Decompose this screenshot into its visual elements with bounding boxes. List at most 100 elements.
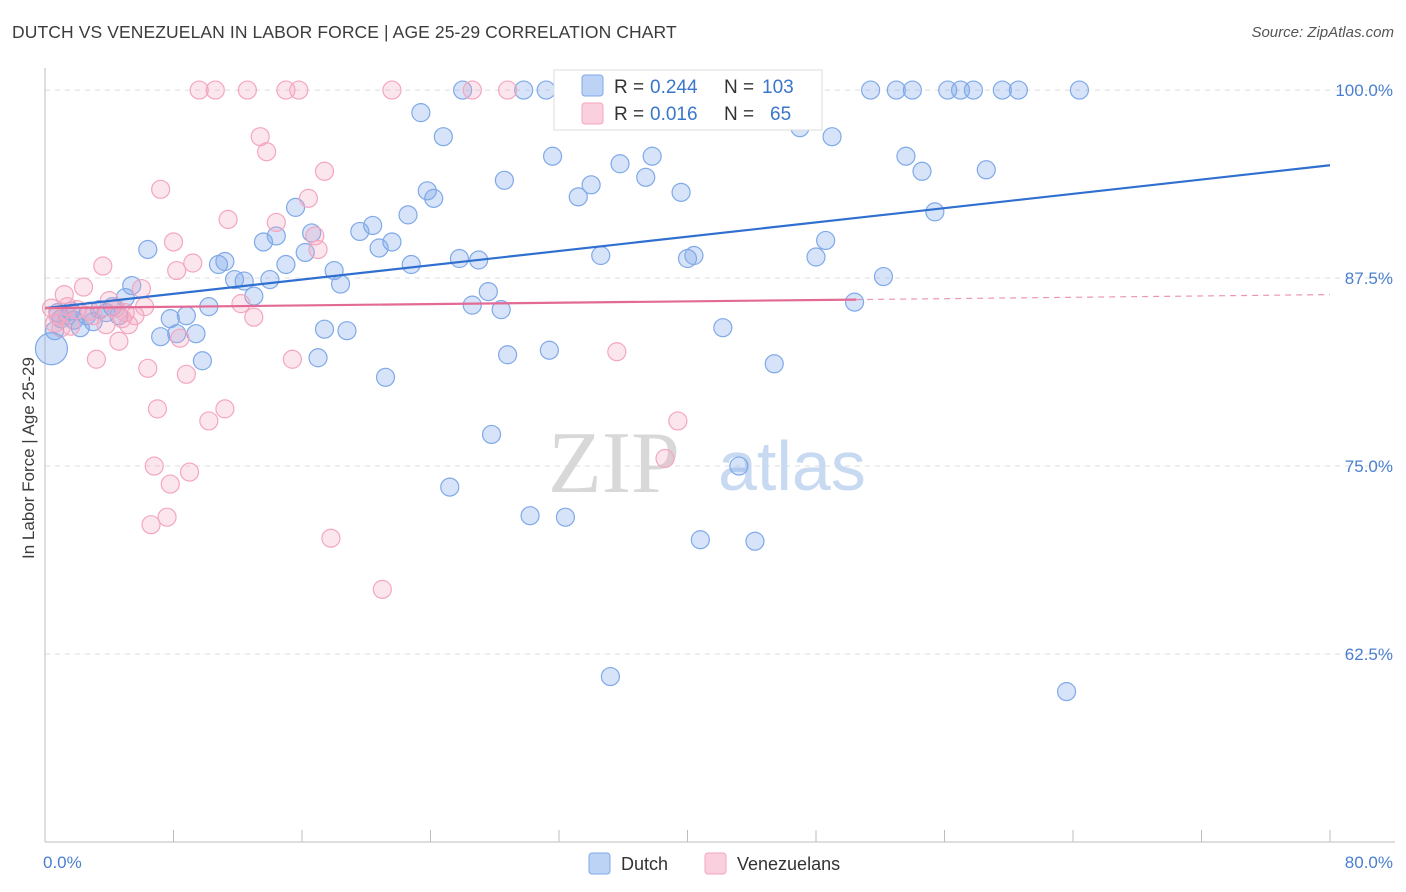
dutch-point-78 bbox=[713, 318, 733, 338]
dutch-point-34 bbox=[302, 223, 322, 243]
dutch-point-84 bbox=[806, 247, 826, 267]
venezuelan-point-42 bbox=[237, 80, 257, 100]
venezuelan-point-61 bbox=[668, 411, 688, 431]
venezuelan-point-43 bbox=[244, 307, 264, 327]
dutch-point-29 bbox=[260, 269, 280, 290]
dutch-point-98 bbox=[976, 160, 996, 180]
venezuelan-point-50 bbox=[298, 188, 319, 208]
legend-r-value-2: 0.016 bbox=[650, 104, 698, 125]
venezuelan-point-8 bbox=[73, 277, 94, 297]
venezuelan-point-4 bbox=[54, 285, 74, 305]
venezuelan-point-25 bbox=[144, 456, 164, 476]
dutch-point-70 bbox=[600, 666, 621, 687]
dutch-point-50 bbox=[433, 127, 453, 147]
venezuelan-point-6 bbox=[61, 316, 81, 336]
venezuelan-point-13 bbox=[96, 315, 116, 335]
data-points bbox=[34, 80, 1090, 702]
venezuelan-point-48 bbox=[282, 349, 302, 369]
dutch-point-25 bbox=[224, 269, 245, 290]
dutch-point-77 bbox=[690, 530, 710, 550]
dutch-point-20 bbox=[186, 324, 206, 344]
legend-n-value-1: 103 bbox=[762, 77, 794, 98]
venezuelan-point-31 bbox=[167, 260, 187, 281]
dutch-point-101 bbox=[1056, 682, 1077, 702]
dutch-point-97 bbox=[963, 80, 984, 100]
gridlines bbox=[45, 89, 1395, 655]
dutch-point-87 bbox=[844, 292, 865, 312]
venezuelan-point-40 bbox=[218, 209, 238, 230]
dutch-point-74 bbox=[671, 182, 691, 202]
venezuelan-point-38 bbox=[205, 80, 225, 100]
venezuelan-point-27 bbox=[151, 179, 171, 199]
dutch-point-59 bbox=[494, 170, 514, 190]
dutch-point-86 bbox=[822, 127, 842, 147]
dutch-point-58 bbox=[491, 300, 511, 320]
dutch-point-30 bbox=[266, 226, 286, 246]
venezuelan-point-60 bbox=[655, 448, 675, 469]
dutch-point-90 bbox=[886, 80, 906, 100]
venezuelan-point-34 bbox=[179, 462, 200, 482]
dutch-point-large bbox=[34, 332, 69, 366]
dutch-point-31 bbox=[276, 254, 296, 275]
venezuelan-point-24 bbox=[141, 515, 161, 535]
bottom-legend: Dutch Venezuelans bbox=[588, 852, 840, 875]
dutch-point-47 bbox=[411, 103, 431, 123]
dutch-point-36 bbox=[314, 319, 335, 339]
venezuelan-point-33 bbox=[176, 364, 196, 384]
y-tick-labels: 100.0% 87.5% 75.0% 62.5% bbox=[1335, 81, 1393, 664]
dutch-point-52 bbox=[449, 248, 470, 269]
venezuelan-trend-line bbox=[44, 298, 857, 310]
dutch-point-81 bbox=[764, 354, 784, 374]
dutch-point-24 bbox=[215, 251, 235, 272]
venezuelan-point-36 bbox=[189, 80, 209, 100]
venezuelan-point-39 bbox=[215, 399, 235, 419]
y-tick-label-1: 87.5% bbox=[1345, 269, 1393, 288]
dutch-point-67 bbox=[568, 187, 588, 207]
dutch-point-49 bbox=[424, 188, 444, 208]
venezuelan-point-23 bbox=[138, 358, 158, 378]
dutch-point-39 bbox=[337, 321, 357, 341]
venezuelan-point-12 bbox=[93, 256, 113, 276]
bottom-legend-swatch-dutch bbox=[588, 852, 611, 875]
venezuelan-point-37 bbox=[199, 411, 219, 431]
venezuelan-point-26 bbox=[147, 399, 168, 419]
dutch-point-91 bbox=[896, 146, 916, 166]
dutch-point-65 bbox=[542, 146, 563, 166]
dutch-point-68 bbox=[581, 175, 601, 195]
venezuelan-point-30 bbox=[163, 232, 184, 252]
dutch-point-79 bbox=[729, 456, 749, 476]
venezuelan-point-46 bbox=[266, 212, 286, 233]
dutch-point-69 bbox=[591, 245, 611, 266]
venezuelan-point-53 bbox=[314, 161, 335, 181]
venezuelan-point-49 bbox=[289, 80, 309, 100]
watermark: ZIP atlas bbox=[548, 415, 866, 512]
legend-n-value-2: 65 bbox=[770, 104, 791, 125]
legend-n-label-1: N = bbox=[724, 77, 754, 98]
dutch-point-46 bbox=[401, 254, 421, 275]
venezuelan-point-58 bbox=[498, 80, 518, 100]
venezuelan-point-11 bbox=[86, 349, 107, 369]
dutch-point-88 bbox=[861, 80, 881, 100]
legend-n-label-2: N = bbox=[724, 104, 754, 125]
venezuelan-point-35 bbox=[183, 253, 203, 273]
y-tick-label-0: 100.0% bbox=[1335, 81, 1393, 100]
dutch-point-93 bbox=[912, 161, 932, 181]
legend-r-value-1: 0.244 bbox=[650, 77, 698, 98]
axes bbox=[44, 68, 1395, 843]
bottom-legend-venezuelans: Venezuelans bbox=[737, 854, 840, 874]
dutch-point-21 bbox=[192, 351, 213, 371]
venezuelan-point-57 bbox=[462, 80, 482, 100]
dutch-point-44 bbox=[382, 232, 402, 252]
dutch-point-66 bbox=[555, 507, 576, 527]
legend: R = 0.244 N = 103 R = 0.016 N = 65 bbox=[553, 69, 823, 131]
dutch-point-19 bbox=[176, 306, 196, 326]
venezuelan-point-29 bbox=[160, 474, 180, 494]
x-tick-label-1: 80.0% bbox=[1345, 853, 1393, 872]
venezuelan-point-41 bbox=[231, 294, 251, 314]
dutch-point-85 bbox=[816, 230, 836, 251]
bottom-legend-swatch-venezuelans bbox=[704, 852, 727, 875]
dutch-point-76 bbox=[684, 245, 704, 266]
dutch-point-43 bbox=[375, 367, 396, 387]
venezuelan-point-28 bbox=[157, 507, 177, 527]
